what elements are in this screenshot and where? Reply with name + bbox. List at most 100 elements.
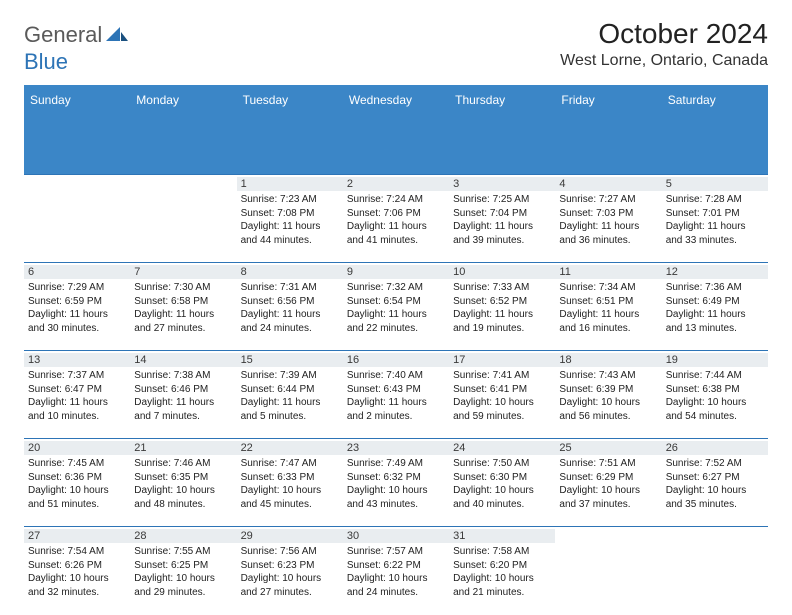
day-content: Sunrise: 7:45 AMSunset: 6:36 PMDaylight:… (28, 457, 126, 511)
day-content: Sunrise: 7:58 AMSunset: 6:20 PMDaylight:… (453, 545, 551, 599)
day-cell-empty (662, 527, 768, 615)
day-content: Sunrise: 7:47 AMSunset: 6:33 PMDaylight:… (241, 457, 339, 511)
day-content: Sunrise: 7:49 AMSunset: 6:32 PMDaylight:… (347, 457, 445, 511)
day-cell-13: 13Sunrise: 7:37 AMSunset: 6:47 PMDayligh… (24, 351, 130, 439)
day-content: Sunrise: 7:46 AMSunset: 6:35 PMDaylight:… (134, 457, 232, 511)
logo-sail-icon (106, 23, 128, 49)
day-content: Sunrise: 7:27 AMSunset: 7:03 PMDaylight:… (559, 193, 657, 247)
day-cell-16: 16 Sunrise: 7:40 AMSunset: 6:43 PMDayligh… (343, 351, 449, 439)
day-number: 24 (449, 441, 555, 455)
day-cell-18: 18 Sunrise: 7:43 AMSunset: 6:39 PMDayligh… (555, 351, 661, 439)
day-number: 4 (555, 177, 661, 191)
day-content: Sunrise: 7:32 AMSunset: 6:54 PMDaylight:… (347, 281, 445, 335)
day-number: 16 (343, 353, 449, 367)
day-content: Sunrise: 7:54 AMSunset: 6:26 PMDaylight:… (28, 545, 126, 599)
day-number: 28 (130, 529, 236, 543)
day-content: Sunrise: 7:41 AMSunset: 6:41 PMDaylight:… (453, 369, 551, 423)
day-content: Sunrise: 7:43 AMSunset: 6:39 PMDaylight:… (559, 369, 657, 423)
day-cell-29: 29Sunrise: 7:56 AMSunset: 6:23 PMDayligh… (237, 527, 343, 615)
day-number: 30 (343, 529, 449, 543)
day-cell-2: 2 Sunrise: 7:24 AMSunset: 7:06 PMDaylight… (343, 175, 449, 263)
day-cell-8: 8Sunrise: 7:31 AMSunset: 6:56 PMDaylight… (237, 263, 343, 351)
day-number: 9 (343, 265, 449, 279)
day-number: 18 (555, 353, 661, 367)
header: GeneralBlue October 2024 West Lorne, Ont… (24, 18, 768, 75)
day-number: 14 (130, 353, 236, 367)
logo-text-part2: Blue (24, 49, 68, 74)
day-cell-9: 9 Sunrise: 7:32 AMSunset: 6:54 PMDaylight… (343, 263, 449, 351)
day-number: 15 (237, 353, 343, 367)
day-number: 25 (555, 441, 661, 455)
day-number: 27 (24, 529, 130, 543)
logo-text-part1: General (24, 22, 102, 47)
day-cell-20: 20 Sunrise: 7:45 AMSunset: 6:36 PMDayligh… (24, 439, 130, 527)
day-cell-19: 19 Sunrise: 7:44 AMSunset: 6:38 PMDayligh… (662, 351, 768, 439)
day-cell-12: 12 Sunrise: 7:36 AMSunset: 6:49 PMDayligh… (662, 263, 768, 351)
month-title: October 2024 (560, 18, 768, 50)
week-row: 1Sunrise: 7:23 AMSunset: 7:08 PMDaylight… (24, 175, 768, 263)
day-number: 2 (343, 177, 449, 191)
dow-header-friday: Friday (555, 87, 661, 175)
dow-header-wednesday: Wednesday (343, 87, 449, 175)
dow-header-thursday: Thursday (449, 87, 555, 175)
day-cell-1: 1Sunrise: 7:23 AMSunset: 7:08 PMDaylight… (237, 175, 343, 263)
day-content: Sunrise: 7:51 AMSunset: 6:29 PMDaylight:… (559, 457, 657, 511)
day-number: 29 (237, 529, 343, 543)
day-number: 31 (449, 529, 555, 543)
dow-header-monday: Monday (130, 87, 236, 175)
day-number: 17 (449, 353, 555, 367)
day-cell-4: 4 Sunrise: 7:27 AMSunset: 7:03 PMDaylight… (555, 175, 661, 263)
day-cell-25: 25 Sunrise: 7:51 AMSunset: 6:29 PMDayligh… (555, 439, 661, 527)
day-content: Sunrise: 7:34 AMSunset: 6:51 PMDaylight:… (559, 281, 657, 335)
day-content: Sunrise: 7:55 AMSunset: 6:25 PMDaylight:… (134, 545, 232, 599)
day-cell-14: 14 Sunrise: 7:38 AMSunset: 6:46 PMDayligh… (130, 351, 236, 439)
day-content: Sunrise: 7:28 AMSunset: 7:01 PMDaylight:… (666, 193, 764, 247)
day-number: 7 (130, 265, 236, 279)
day-cell-7: 7 Sunrise: 7:30 AMSunset: 6:58 PMDaylight… (130, 263, 236, 351)
day-number: 23 (343, 441, 449, 455)
day-number: 19 (662, 353, 768, 367)
day-cell-28: 28 Sunrise: 7:55 AMSunset: 6:25 PMDayligh… (130, 527, 236, 615)
day-cell-empty (24, 175, 130, 263)
week-row: 6Sunrise: 7:29 AMSunset: 6:59 PMDaylight… (24, 263, 768, 351)
location: West Lorne, Ontario, Canada (560, 52, 768, 70)
day-cell-30: 30 Sunrise: 7:57 AMSunset: 6:22 PMDayligh… (343, 527, 449, 615)
day-number: 3 (449, 177, 555, 191)
day-content: Sunrise: 7:29 AMSunset: 6:59 PMDaylight:… (28, 281, 126, 335)
day-number: 5 (662, 177, 768, 191)
day-content: Sunrise: 7:25 AMSunset: 7:04 PMDaylight:… (453, 193, 551, 247)
logo-text: GeneralBlue (24, 22, 128, 75)
day-cell-21: 21 Sunrise: 7:46 AMSunset: 6:35 PMDayligh… (130, 439, 236, 527)
week-row: 20 Sunrise: 7:45 AMSunset: 6:36 PMDayligh… (24, 439, 768, 527)
day-cell-26: 26Sunrise: 7:52 AMSunset: 6:27 PMDayligh… (662, 439, 768, 527)
day-number: 12 (662, 265, 768, 279)
day-cell-6: 6Sunrise: 7:29 AMSunset: 6:59 PMDaylight… (24, 263, 130, 351)
day-content: Sunrise: 7:39 AMSunset: 6:44 PMDaylight:… (241, 369, 339, 423)
day-cell-10: 10Sunrise: 7:33 AMSunset: 6:52 PMDayligh… (449, 263, 555, 351)
day-content: Sunrise: 7:24 AMSunset: 7:06 PMDaylight:… (347, 193, 445, 247)
day-content: Sunrise: 7:44 AMSunset: 6:38 PMDaylight:… (666, 369, 764, 423)
dow-header-sunday: Sunday (24, 87, 130, 175)
day-content: Sunrise: 7:36 AMSunset: 6:49 PMDaylight:… (666, 281, 764, 335)
day-content: Sunrise: 7:37 AMSunset: 6:47 PMDaylight:… (28, 369, 126, 423)
day-number: 8 (237, 265, 343, 279)
day-number: 20 (24, 441, 130, 455)
day-cell-3: 3 Sunrise: 7:25 AMSunset: 7:04 PMDaylight… (449, 175, 555, 263)
day-content: Sunrise: 7:23 AMSunset: 7:08 PMDaylight:… (241, 193, 339, 247)
dow-header-saturday: Saturday (662, 87, 768, 175)
day-content: Sunrise: 7:30 AMSunset: 6:58 PMDaylight:… (134, 281, 232, 335)
day-cell-empty (130, 175, 236, 263)
day-number: 10 (449, 265, 555, 279)
day-content: Sunrise: 7:40 AMSunset: 6:43 PMDaylight:… (347, 369, 445, 423)
week-row: 13Sunrise: 7:37 AMSunset: 6:47 PMDayligh… (24, 351, 768, 439)
day-cell-27: 27 Sunrise: 7:54 AMSunset: 6:26 PMDayligh… (24, 527, 130, 615)
day-cell-24: 24Sunrise: 7:50 AMSunset: 6:30 PMDayligh… (449, 439, 555, 527)
day-number: 22 (237, 441, 343, 455)
day-number: 21 (130, 441, 236, 455)
title-block: October 2024 West Lorne, Ontario, Canada (560, 18, 768, 70)
calendar-page: GeneralBlue October 2024 West Lorne, Ont… (0, 0, 792, 615)
day-cell-23: 23 Sunrise: 7:49 AMSunset: 6:32 PMDayligh… (343, 439, 449, 527)
day-content: Sunrise: 7:38 AMSunset: 6:46 PMDaylight:… (134, 369, 232, 423)
day-number: 26 (662, 441, 768, 455)
day-content: Sunrise: 7:57 AMSunset: 6:22 PMDaylight:… (347, 545, 445, 599)
